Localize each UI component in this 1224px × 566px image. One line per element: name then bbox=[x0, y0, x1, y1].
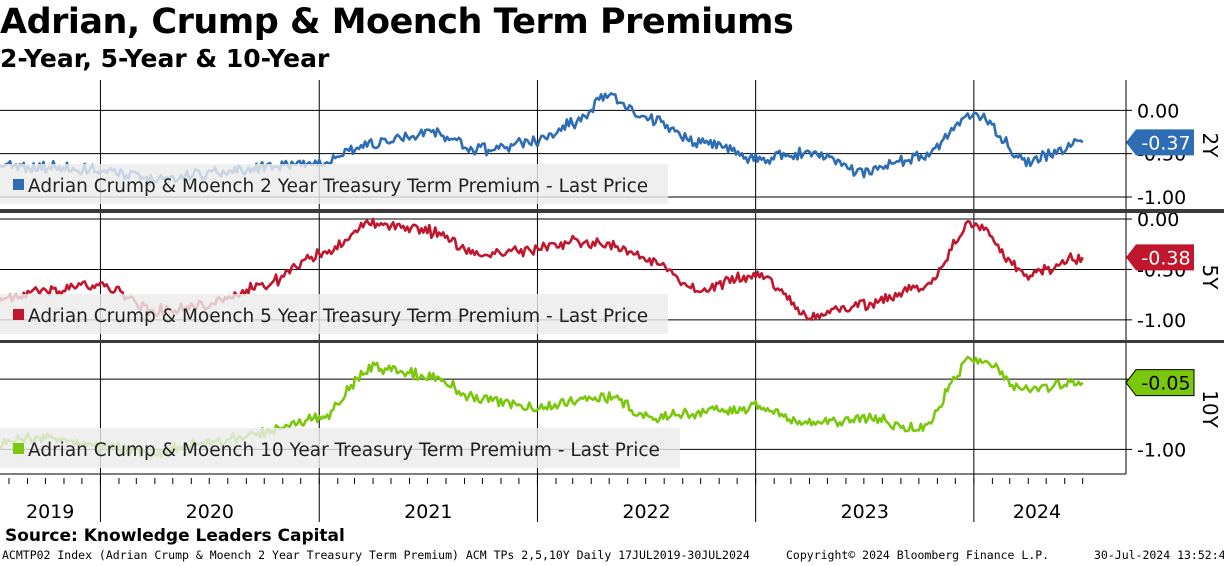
legend-swatch bbox=[13, 179, 24, 190]
last-value-label: -0.05 bbox=[1141, 373, 1190, 395]
legend-label: Adrian Crump & Moench 2 Year Treasury Te… bbox=[28, 176, 648, 197]
last-value-tag bbox=[1125, 369, 1195, 397]
panel-axis-title: 5Y bbox=[1198, 265, 1222, 291]
last-value-tag bbox=[1126, 129, 1194, 156]
y-tick-label: 0.00 bbox=[1137, 209, 1179, 231]
legend-label: Adrian Crump & Moench 10 Year Treasury T… bbox=[28, 440, 660, 461]
x-tick-label: 2023 bbox=[841, 501, 889, 523]
legend-label: Adrian Crump & Moench 5 Year Treasury Te… bbox=[28, 306, 648, 327]
panel-axis-title: 2Y bbox=[1198, 133, 1222, 159]
y-tick-label: -1.00 bbox=[1137, 310, 1186, 332]
footer-copyright: Copyright© 2024 Bloomberg Finance L.P. bbox=[786, 548, 1050, 562]
last-value-tag bbox=[1126, 244, 1194, 271]
legend-swatch bbox=[13, 309, 24, 320]
footer-timestamp: 30-Jul-2024 13:52:49 bbox=[1094, 548, 1224, 562]
legend-box bbox=[0, 428, 680, 468]
x-tick-label: 2024 bbox=[1013, 501, 1061, 523]
panel-separator bbox=[0, 340, 1224, 343]
panel-separator bbox=[0, 209, 1224, 213]
legend-box bbox=[0, 294, 668, 334]
legend-box bbox=[0, 164, 668, 204]
y-tick-label: -1.00 bbox=[1137, 439, 1186, 461]
chart-subtitle: 2-Year, 5-Year & 10-Year bbox=[0, 44, 330, 73]
last-value-label: -0.37 bbox=[1141, 132, 1190, 154]
x-tick-label: 2021 bbox=[404, 501, 452, 523]
legend-swatch bbox=[13, 443, 24, 454]
panel-axis-title: 10Y bbox=[1198, 390, 1222, 428]
last-value-label: -0.38 bbox=[1141, 247, 1190, 269]
footer-description: ACMTP02 Index (Adrian Crump & Moench 2 Y… bbox=[2, 548, 750, 562]
x-tick-label: 2019 bbox=[26, 501, 74, 523]
x-tick-label: 2020 bbox=[186, 501, 234, 523]
source-note: Source: Knowledge Leaders Capital bbox=[5, 526, 345, 546]
chart-title: Adrian, Crump & Moench Term Premiums bbox=[0, 2, 794, 42]
y-tick-label: 0.00 bbox=[1137, 100, 1179, 122]
y-tick-label: -1.00 bbox=[1137, 187, 1186, 209]
x-tick-label: 2022 bbox=[622, 501, 670, 523]
